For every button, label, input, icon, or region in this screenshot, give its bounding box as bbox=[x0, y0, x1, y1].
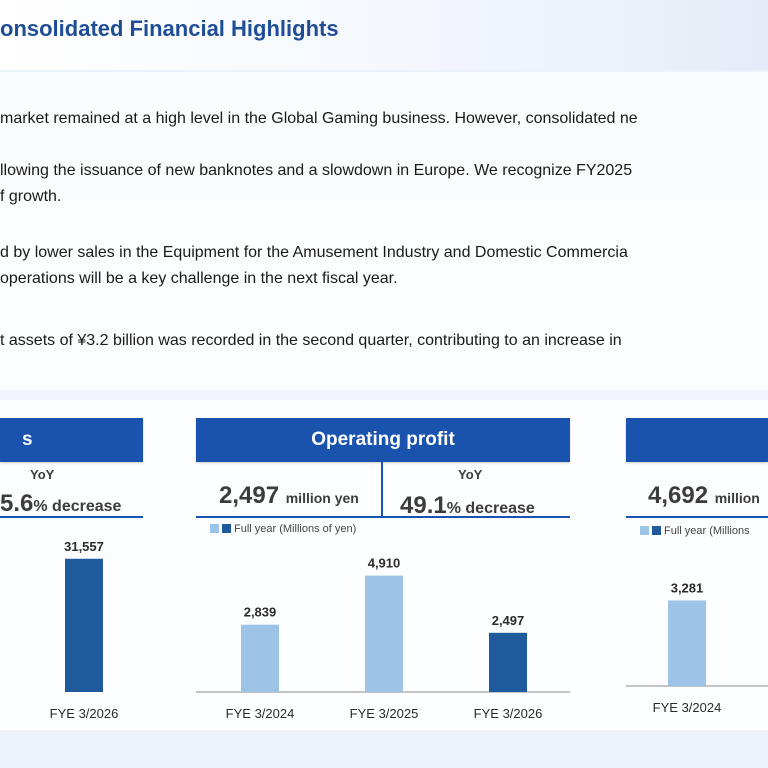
chart-0-data-label-0: 31,557 bbox=[64, 539, 104, 554]
legend-swatch-dark-icon bbox=[652, 526, 661, 535]
chart-1-data-label-0: 2,839 bbox=[244, 605, 277, 620]
legend-swatch-dark-icon bbox=[222, 524, 231, 533]
chart-1-bar-1 bbox=[365, 575, 403, 692]
chart-1-data-label-1: 4,910 bbox=[368, 556, 401, 571]
right-underline bbox=[626, 516, 768, 518]
middle-underline bbox=[196, 516, 570, 518]
chart-2-tick-label-0: FYE 3/2024 bbox=[653, 700, 722, 715]
middle-kpi-divider bbox=[381, 462, 383, 517]
legend-swatch-light-icon bbox=[210, 524, 219, 533]
chart-0-tick-label-0: FYE 3/2026 bbox=[50, 706, 119, 721]
legend-swatch-light-icon bbox=[640, 526, 649, 535]
chart-2-bar-0 bbox=[668, 600, 706, 686]
chart-1-tick-label-1: FYE 3/2025 bbox=[350, 706, 419, 721]
middle-yoy-number: 49.1 bbox=[400, 492, 447, 519]
middle-yoy-value: 49.1% decrease bbox=[400, 492, 535, 520]
left-yoy-unit: % decrease bbox=[33, 498, 122, 515]
chart-1-data-label-2: 2,497 bbox=[492, 613, 525, 628]
paragraph-3-line-1: t assets of ¥3.2 billion was recorded in… bbox=[0, 332, 622, 349]
chart-1-bar-0 bbox=[241, 624, 279, 692]
paragraph-1-line-1: market remained at a high level in the G… bbox=[0, 110, 638, 127]
right-kpi: 4,692 million bbox=[648, 482, 760, 510]
paragraph-1-line-2: llowing the issuance of new banknotes an… bbox=[0, 162, 633, 179]
summary-text-panel: market remained at a high level in the G… bbox=[0, 72, 768, 390]
middle-kpi-value: 2,497 bbox=[219, 482, 280, 509]
left-yoy-number: 5.6 bbox=[0, 490, 34, 517]
right-card-header bbox=[626, 418, 768, 462]
slide-header: onsolidated Financial Highlights bbox=[0, 0, 768, 70]
left-card-header: s bbox=[0, 418, 143, 462]
middle-legend-text: Full year (Millions of yen) bbox=[234, 523, 357, 535]
right-legend: Full year (Millions bbox=[640, 525, 750, 537]
chart-1-bar-2 bbox=[489, 632, 527, 692]
chart-2-data-label-0: 3,281 bbox=[671, 580, 704, 595]
left-yoy-label: YoY bbox=[30, 467, 55, 482]
chart-0-bar-0 bbox=[65, 558, 103, 692]
chart-1-tick-label-2: FYE 3/2026 bbox=[474, 706, 543, 721]
middle-yoy-label: YoY bbox=[458, 467, 483, 482]
right-kpi-unit: million bbox=[714, 490, 760, 506]
right-legend-text: Full year (Millions bbox=[664, 525, 750, 537]
middle-card-header: Operating profit bbox=[196, 418, 570, 462]
paragraph-2-line-1: d by lower sales in the Equipment for th… bbox=[0, 244, 628, 261]
left-yoy-value: 5.6% decrease bbox=[0, 490, 121, 518]
left-divider bbox=[0, 516, 143, 518]
paragraph-2-line-2: operations will be a key challenge in th… bbox=[0, 270, 398, 287]
chart-1-tick-label-0: FYE 3/2024 bbox=[226, 706, 295, 721]
middle-legend: Full year (Millions of yen) bbox=[210, 523, 356, 535]
paragraph-1-line-3: f growth. bbox=[0, 188, 62, 205]
middle-kpi-unit: million yen bbox=[285, 490, 359, 506]
middle-kpi: 2,497 million yen bbox=[219, 482, 359, 510]
page-title: onsolidated Financial Highlights bbox=[0, 16, 339, 41]
right-kpi-value: 4,692 bbox=[648, 482, 709, 509]
middle-yoy-unit: % decrease bbox=[446, 500, 535, 517]
